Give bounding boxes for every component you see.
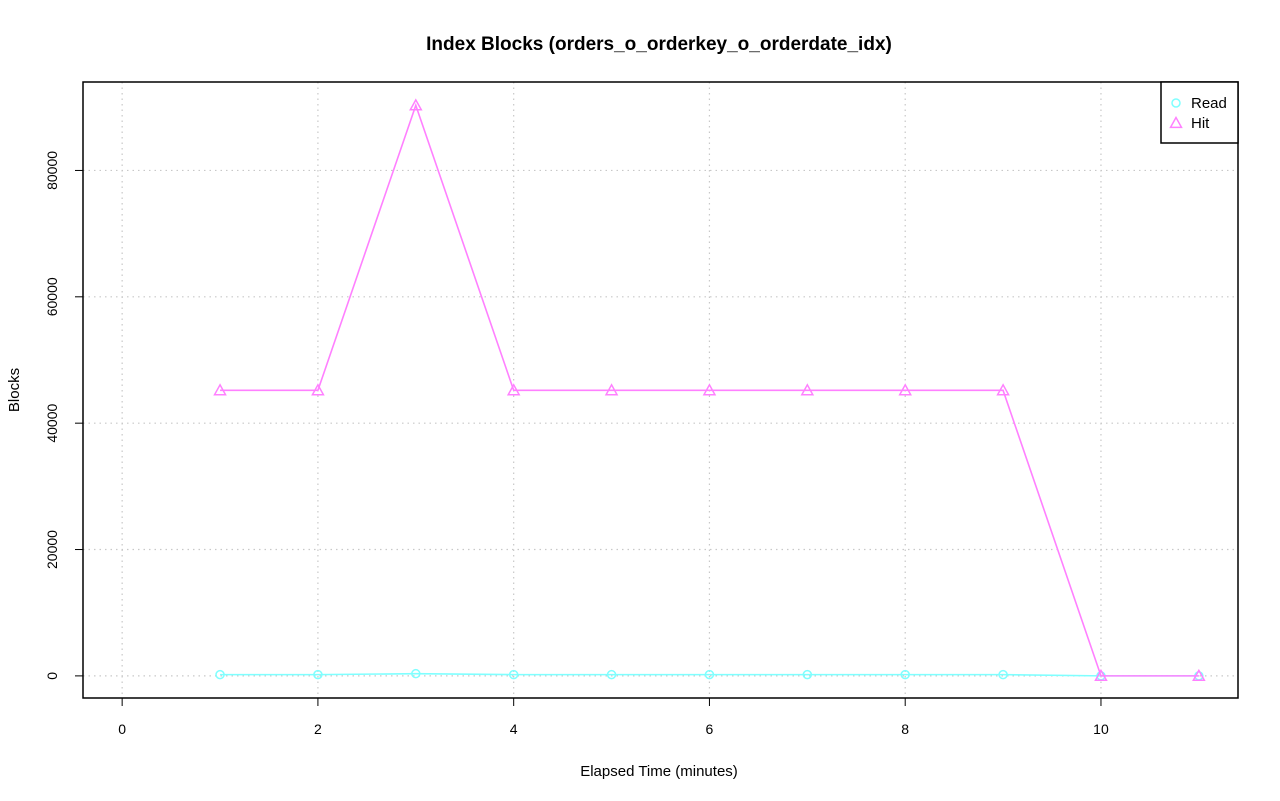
point-read-4: [606, 669, 617, 680]
chart-title: Index Blocks (orders_o_orderkey_o_orderd…: [426, 34, 892, 55]
x-tick-label-3: 6: [706, 721, 714, 737]
y-axis-label: Blocks: [6, 368, 23, 412]
point-read-2: [411, 668, 421, 679]
point-hit-9: [1094, 668, 1108, 682]
series-line-hit: [220, 102, 1199, 677]
y-tick-label-2: 40000: [44, 403, 60, 442]
point-hit-4: [604, 383, 619, 396]
point-read-7: [900, 669, 910, 680]
legend-marker-read: [1171, 98, 1181, 108]
point-hit-0: [213, 383, 227, 396]
point-hit-1: [311, 383, 325, 396]
series-hit: [213, 98, 1206, 682]
point-read-1: [313, 669, 323, 680]
point-hit-8: [996, 383, 1010, 396]
point-hit-6: [800, 383, 815, 396]
series-layer: [213, 98, 1206, 682]
point-read-0: [215, 669, 225, 680]
y-tick-label-0: 0: [44, 672, 60, 680]
point-read-3: [508, 669, 519, 680]
x-axis-label: Elapsed Time (minutes): [580, 763, 738, 780]
x-tick-label-5: 10: [1093, 721, 1109, 737]
legend-box: [1160, 81, 1239, 144]
x-tick-label-4: 8: [901, 721, 909, 737]
legend-label-read: Read: [1191, 95, 1227, 112]
series-line-read: [220, 672, 1199, 677]
y-tick-label-4: 80000: [44, 151, 60, 190]
legend: Read Hit: [1160, 81, 1239, 144]
point-read-8: [998, 669, 1008, 680]
x-tick-label-1: 2: [314, 721, 322, 737]
point-hit-5: [702, 383, 717, 396]
point-hit-7: [898, 383, 912, 396]
x-tick-label-0: 0: [118, 721, 126, 737]
y-axis: 0 20000 40000 60000 80000: [44, 151, 84, 680]
point-hit-2: [409, 98, 423, 111]
y-tick-label-1: 20000: [44, 530, 60, 569]
point-read-6: [802, 669, 813, 680]
point-read-5: [704, 669, 715, 680]
legend-label-hit: Hit: [1191, 115, 1210, 132]
point-hit-3: [506, 383, 521, 396]
y-tick-label-3: 60000: [44, 277, 60, 316]
point-hit-10: [1192, 668, 1206, 682]
legend-marker-hit: [1169, 115, 1183, 129]
x-tick-label-2: 4: [510, 721, 518, 737]
x-axis: 0 2 4 6 8 10: [118, 697, 1109, 737]
series-read: [215, 668, 1204, 681]
